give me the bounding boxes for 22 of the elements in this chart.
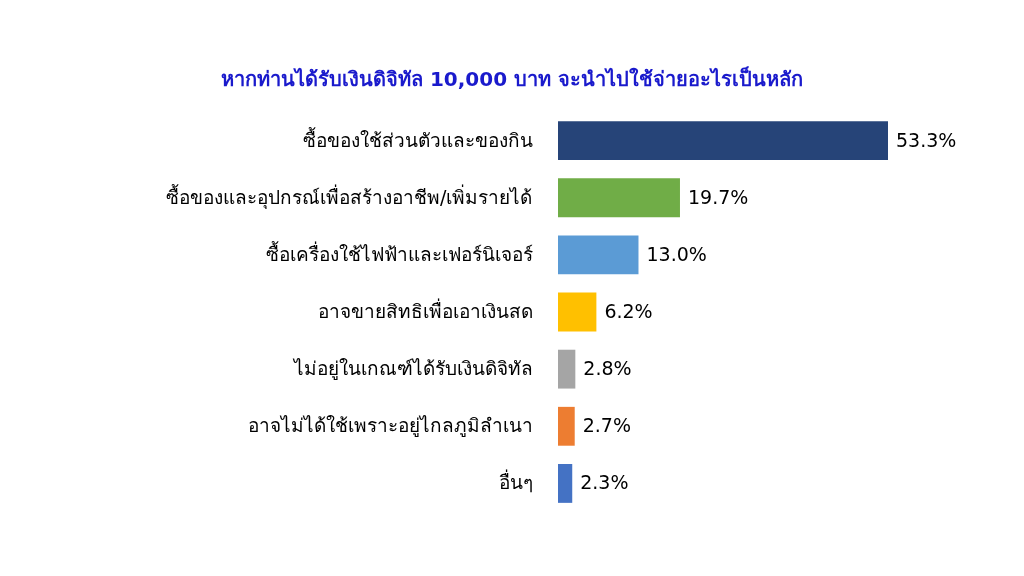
- data-label: 6.2%: [604, 300, 653, 322]
- chart-title: หากท่านได้รับเงินดิจิทัล 10,000 บาท จะนำไปใช้จ่ายอะไรเป็นหลัก: [220, 66, 804, 91]
- data-label: 53.3%: [896, 128, 957, 151]
- bar: [558, 292, 597, 332]
- data-label: 2.7%: [582, 414, 631, 437]
- data-label: 2.8%: [583, 357, 632, 380]
- data-label: 2.3%: [580, 471, 629, 494]
- bar: [558, 406, 575, 446]
- data-label: 19.7%: [687, 185, 749, 208]
- y-tick-label: อาจขายสิทธิเพื่อเอาเงินสด: [317, 298, 533, 322]
- bar: [558, 235, 639, 275]
- data-label: 13.0%: [646, 242, 707, 265]
- y-tick-label: อาจไม่ได้ใช้เพราะอยู่ไกลภูมิลำเนา: [247, 414, 533, 438]
- y-tick-label: ซื้อของใช้ส่วนตัวและของกิน: [302, 126, 533, 151]
- bar: [558, 464, 573, 503]
- y-tick-label: ซื้อของและอุปกรณ์เพื่อสร้างอาชีพ/เพิ่มรายได้: [166, 183, 533, 210]
- y-tick-label: ซื้อเครื่องใช้ไฟฟ้าและเฟอร์นิเจอร์: [265, 240, 533, 265]
- y-tick-label: อื่นๆ: [498, 469, 533, 494]
- bar: [558, 121, 888, 160]
- bar: [558, 349, 576, 389]
- y-tick-label: ไม่อยู่ในเกณฑ์ได้รับเงินดิจิทัล: [291, 357, 533, 381]
- bar: [558, 178, 680, 218]
